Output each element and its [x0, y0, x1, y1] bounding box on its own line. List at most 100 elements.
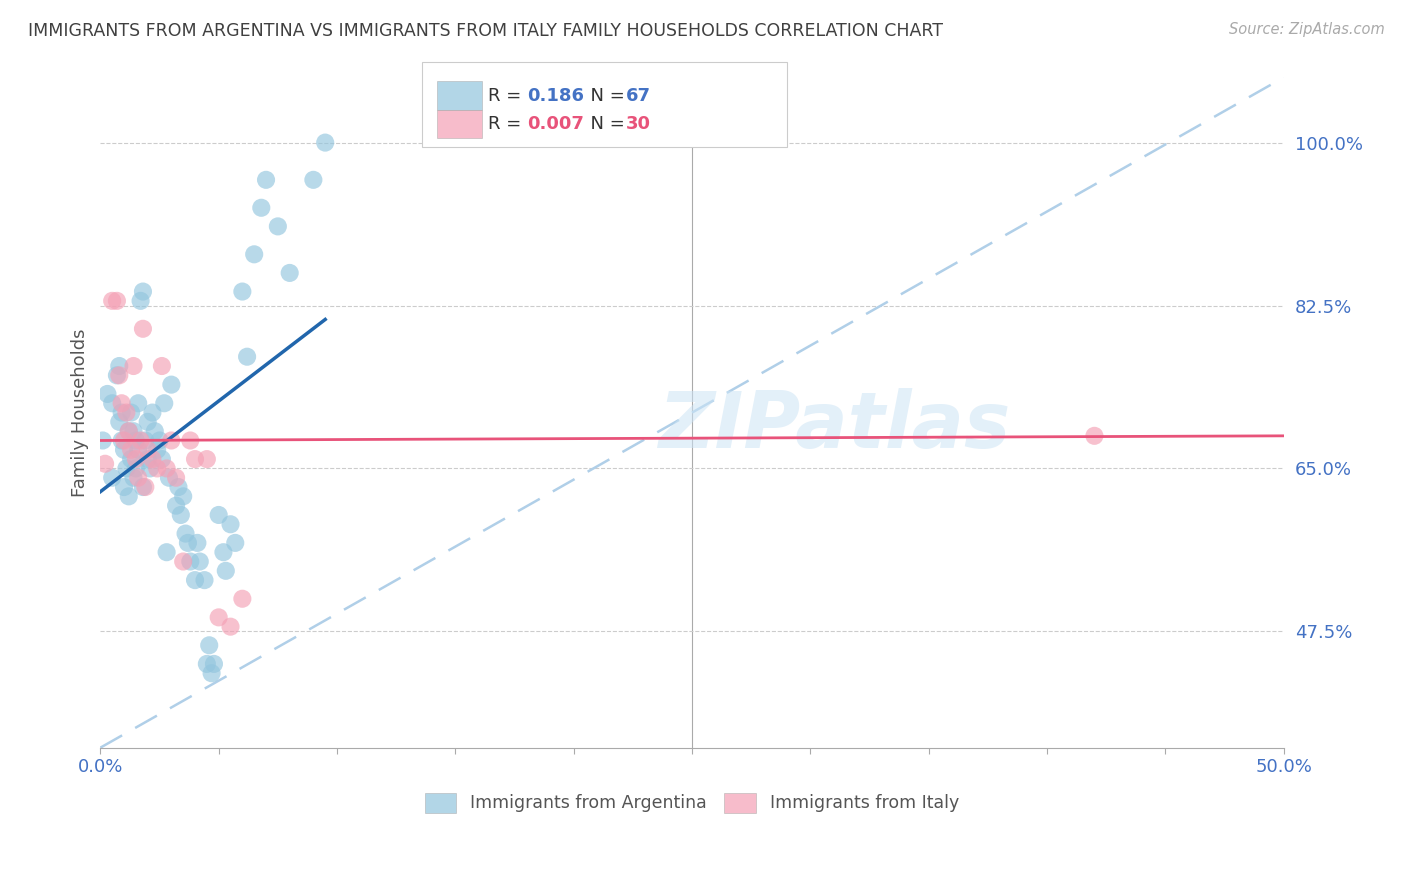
Point	[129, 293, 152, 308]
Point	[208, 508, 231, 522]
Point	[267, 219, 290, 234]
Text: ZIPatlas: ZIPatlas	[658, 388, 1010, 464]
Point	[91, 434, 114, 448]
Point	[243, 247, 266, 261]
Point	[127, 442, 149, 457]
Point	[132, 285, 155, 299]
Point	[215, 564, 238, 578]
Point	[139, 461, 162, 475]
Point	[156, 545, 179, 559]
Point	[108, 368, 131, 383]
Point	[111, 406, 134, 420]
Point	[177, 536, 200, 550]
Point	[314, 136, 336, 150]
Point	[127, 471, 149, 485]
Point	[101, 293, 124, 308]
Point	[219, 517, 242, 532]
Point	[120, 452, 142, 467]
Point	[167, 480, 190, 494]
Point	[236, 350, 259, 364]
Point	[125, 452, 148, 467]
Point	[132, 322, 155, 336]
Point	[118, 424, 141, 438]
Point	[184, 573, 207, 587]
Point	[111, 434, 134, 448]
Point	[193, 573, 215, 587]
Point	[200, 666, 222, 681]
Point	[172, 489, 194, 503]
Point	[165, 499, 187, 513]
Point	[160, 377, 183, 392]
Point	[146, 442, 169, 457]
Text: N =: N =	[579, 87, 631, 104]
Point	[165, 471, 187, 485]
Point	[160, 434, 183, 448]
Point	[153, 396, 176, 410]
Point	[208, 610, 231, 624]
Point	[96, 387, 118, 401]
Point	[231, 591, 253, 606]
Point	[172, 554, 194, 568]
Point	[105, 368, 128, 383]
Point	[157, 471, 180, 485]
Point	[150, 452, 173, 467]
Y-axis label: Family Households: Family Households	[72, 328, 89, 497]
Point	[224, 536, 246, 550]
Point	[105, 293, 128, 308]
Text: N =: N =	[579, 115, 631, 133]
Text: Source: ZipAtlas.com: Source: ZipAtlas.com	[1229, 22, 1385, 37]
Point	[179, 554, 201, 568]
Point	[219, 620, 242, 634]
Point	[108, 359, 131, 373]
Point	[132, 480, 155, 494]
Point	[112, 480, 135, 494]
Point	[198, 638, 221, 652]
Point	[136, 442, 159, 457]
Point	[250, 201, 273, 215]
Point	[122, 424, 145, 438]
Text: 30: 30	[626, 115, 651, 133]
Point	[120, 406, 142, 420]
Text: 0.007: 0.007	[527, 115, 583, 133]
Point	[174, 526, 197, 541]
Point	[94, 457, 117, 471]
Point	[127, 396, 149, 410]
Point	[170, 508, 193, 522]
Point	[302, 173, 325, 187]
Point	[112, 442, 135, 457]
Point	[188, 554, 211, 568]
Point	[141, 406, 163, 420]
Point	[195, 657, 218, 671]
Point	[212, 545, 235, 559]
Point	[202, 657, 225, 671]
Point	[118, 489, 141, 503]
Text: 0.186: 0.186	[527, 87, 585, 104]
Point	[101, 471, 124, 485]
Point	[125, 434, 148, 448]
Point	[134, 480, 156, 494]
Text: R =: R =	[488, 115, 527, 133]
Point	[186, 536, 208, 550]
Text: 67: 67	[626, 87, 651, 104]
Point	[195, 452, 218, 467]
Legend: Immigrants from Argentina, Immigrants from Italy: Immigrants from Argentina, Immigrants fr…	[425, 793, 959, 813]
Point	[141, 452, 163, 467]
Point	[122, 471, 145, 485]
Point	[1083, 429, 1105, 443]
Point	[101, 396, 124, 410]
Point	[112, 434, 135, 448]
Point	[136, 452, 159, 467]
Point	[148, 434, 170, 448]
Point	[120, 442, 142, 457]
Point	[129, 434, 152, 448]
Point	[136, 415, 159, 429]
Point	[278, 266, 301, 280]
Point	[108, 415, 131, 429]
Point	[134, 434, 156, 448]
Text: IMMIGRANTS FROM ARGENTINA VS IMMIGRANTS FROM ITALY FAMILY HOUSEHOLDS CORRELATION: IMMIGRANTS FROM ARGENTINA VS IMMIGRANTS …	[28, 22, 943, 40]
Point	[143, 424, 166, 438]
Point	[115, 461, 138, 475]
Point	[231, 285, 253, 299]
Point	[118, 424, 141, 438]
Point	[111, 396, 134, 410]
